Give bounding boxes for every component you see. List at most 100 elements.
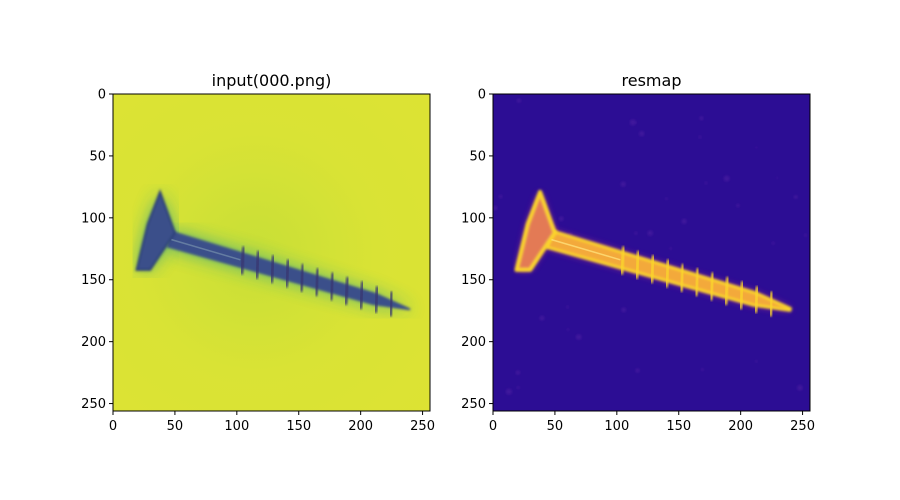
panel-input-frame [112, 93, 431, 412]
thread-ridge [724, 276, 730, 306]
noise-speck [797, 384, 803, 391]
noise-speck [699, 116, 704, 121]
noise-speck [776, 176, 779, 179]
thread-ridge [709, 272, 715, 301]
ytick-label: 200 [81, 335, 106, 350]
noise-speck [505, 388, 513, 395]
screw-head [514, 189, 557, 272]
noise-speck [755, 359, 758, 363]
xtick-label: 0 [109, 419, 117, 434]
thread-ridge [634, 250, 641, 280]
panel-resmap-xticks: 0 50 100 150 200 250 [489, 411, 815, 434]
panel-input-xticks: 0 50 100 150 200 250 [109, 411, 435, 434]
noise-speck [665, 197, 668, 201]
ytick-label: 50 [469, 149, 486, 164]
noise-speck [723, 175, 730, 182]
xtick-label: 150 [286, 419, 311, 434]
noise-speck [621, 307, 627, 313]
ytick-label: 150 [461, 273, 486, 288]
ytick-label: 100 [81, 211, 106, 226]
xtick-label: 100 [224, 419, 249, 434]
noise-speck [516, 386, 520, 390]
noise-speck [493, 205, 498, 211]
thread-ridge [389, 291, 394, 317]
noise-speck [669, 247, 673, 250]
panel-resmap-yticks: 0 50 100 150 200 250 [461, 88, 493, 412]
thread-ridge [679, 263, 685, 293]
shank-highlight [171, 238, 241, 261]
panel-resmap-frame [492, 93, 811, 412]
thread-ridge [255, 250, 261, 279]
thread-ridge [240, 246, 246, 275]
panel-input-title: input(000.png) [212, 71, 332, 90]
xtick-label: 250 [410, 419, 435, 434]
shank-highlight [551, 238, 621, 261]
xtick-label: 50 [167, 419, 184, 434]
panel-input-yticks: 0 50 100 150 200 250 [81, 88, 113, 412]
noise-speck [698, 135, 702, 139]
input-background [113, 94, 430, 411]
thread-ridge [753, 286, 759, 314]
thread-ridge [269, 255, 276, 284]
ytick-label: 0 [478, 88, 486, 103]
thread-ridge [694, 268, 700, 297]
thread-ridge [374, 286, 379, 313]
noise-speck [620, 181, 626, 187]
noise-speck [736, 203, 740, 208]
noise-speck [516, 98, 522, 103]
ytick-label: 50 [89, 149, 106, 164]
noise-speck [515, 370, 521, 375]
noise-speck [803, 233, 807, 237]
thread-ridge [314, 268, 320, 297]
thread-ridge [649, 255, 656, 284]
thread-ridge [359, 281, 365, 310]
ytick-label: 0 [98, 88, 106, 103]
noise-speck [638, 130, 645, 137]
panel-resmap: resmap 0 50 100 150 200 250 0 50 100 150 200 250 [461, 71, 815, 434]
noise-speck [704, 181, 708, 185]
thread-ridge [769, 291, 774, 317]
noise-speck [558, 216, 564, 222]
noise-speck [575, 334, 582, 340]
resmap-background [493, 94, 810, 411]
noise-speck [629, 119, 637, 126]
xtick-label: 0 [489, 419, 497, 434]
noise-speck [755, 146, 758, 149]
noise-speck [700, 368, 704, 372]
ytick-label: 200 [461, 335, 486, 350]
xtick-label: 250 [790, 419, 815, 434]
xtick-label: 100 [604, 419, 629, 434]
noise-speck [566, 328, 570, 331]
ytick-label: 250 [81, 397, 106, 412]
ytick-label: 150 [81, 273, 106, 288]
input-screw [135, 188, 411, 317]
noise-speck [566, 305, 569, 309]
panel-input: input(000.png) 0 50 100 150 200 250 0 50 100 150… [81, 71, 435, 434]
xtick-label: 200 [728, 419, 753, 434]
thread-ridge [329, 272, 335, 301]
xtick-label: 200 [348, 419, 373, 434]
screw-head [135, 188, 177, 271]
thread-ridge [664, 259, 671, 288]
ytick-label: 100 [461, 211, 486, 226]
xtick-label: 50 [547, 419, 564, 434]
noise-speck [771, 241, 775, 245]
noise-speck [539, 315, 545, 321]
ytick-label: 250 [461, 397, 486, 412]
noise-speck [793, 195, 798, 199]
thread-ridge [299, 263, 305, 292]
panel-input-image [113, 94, 430, 411]
noise-speck [635, 368, 640, 373]
noise-speck [498, 194, 503, 199]
thread-ridge [620, 246, 626, 275]
panel-resmap-title: resmap [622, 71, 682, 90]
thread-ridge [284, 259, 290, 288]
thread-ridge [344, 276, 350, 305]
thread-ridge [738, 281, 745, 310]
xtick-label: 150 [666, 419, 691, 434]
resmap-screw [514, 189, 792, 317]
noise-speck [634, 231, 638, 235]
noise-speck [681, 218, 687, 225]
noise-speck [647, 230, 654, 236]
